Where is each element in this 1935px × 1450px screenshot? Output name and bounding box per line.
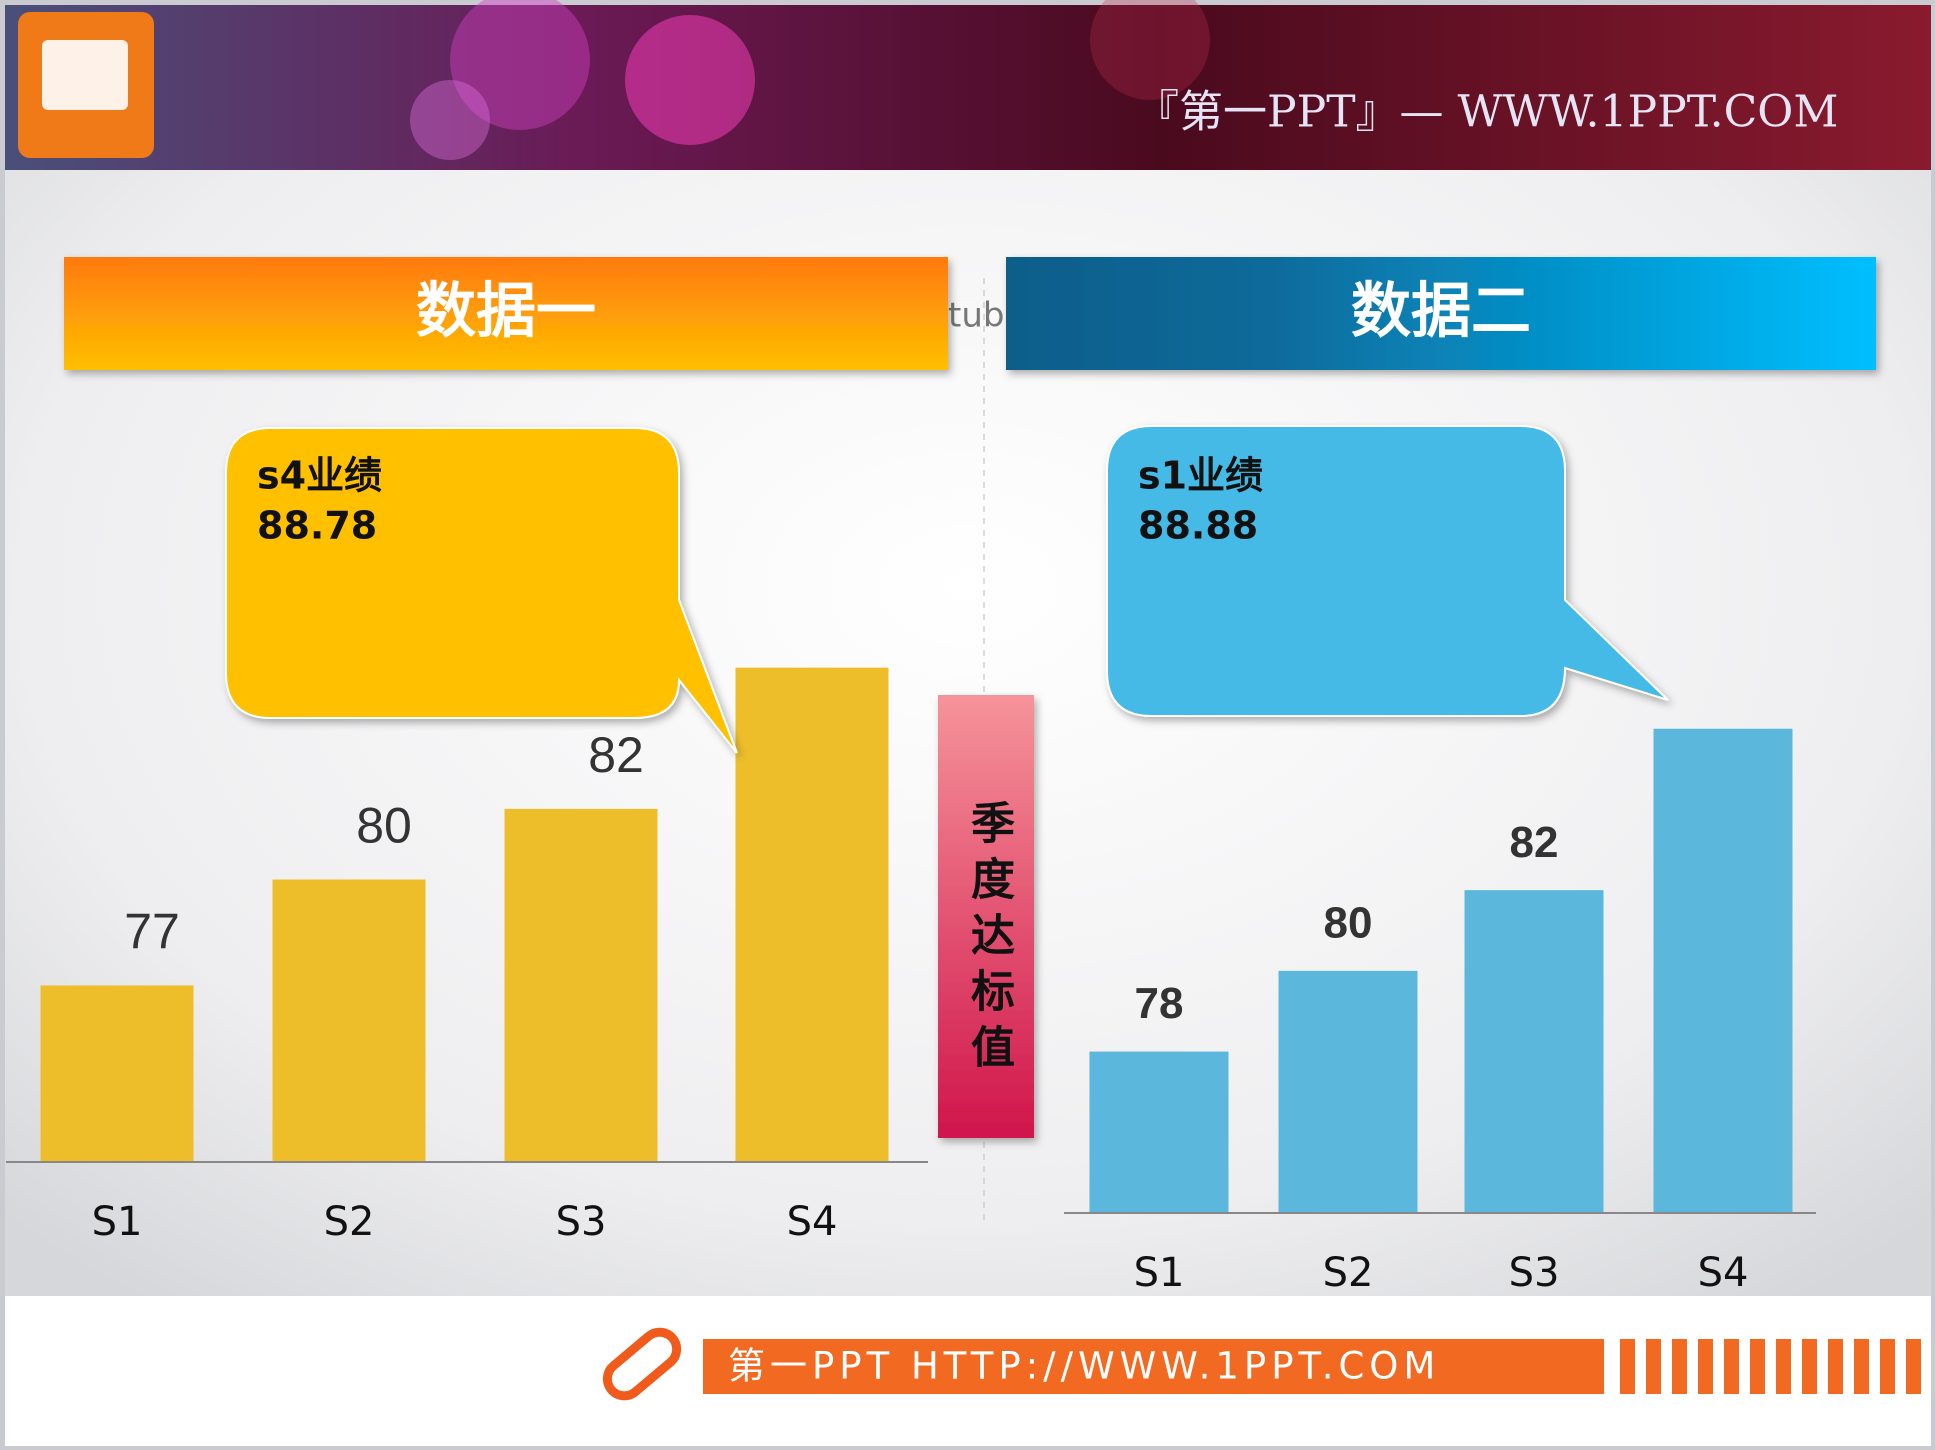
stub-text: tub bbox=[948, 296, 1004, 336]
value-label: 77 bbox=[124, 904, 180, 960]
stripe bbox=[1724, 1339, 1739, 1394]
pencil-icon bbox=[602, 1327, 682, 1401]
stripe bbox=[1828, 1339, 1843, 1394]
x-tick-label: S3 bbox=[556, 1199, 607, 1245]
footer-text: 第一PPT HTTP://WWW.1PPT.COM bbox=[728, 1345, 1440, 1388]
stripe bbox=[1802, 1339, 1817, 1394]
x-tick-label: S2 bbox=[1323, 1250, 1374, 1296]
bokeh bbox=[410, 80, 490, 160]
header-band bbox=[5, 5, 1931, 170]
footer-stripes bbox=[1620, 1339, 1921, 1394]
chart-title: 数据二 bbox=[1351, 277, 1531, 347]
side-label: 季度达标值 bbox=[963, 800, 1015, 1080]
callout-text: s1业绩 bbox=[1138, 454, 1263, 498]
side-box bbox=[938, 695, 1034, 1138]
stripe bbox=[1646, 1339, 1661, 1394]
bar bbox=[504, 808, 658, 1162]
value-label: 78 bbox=[1135, 979, 1184, 1028]
chart-header bbox=[64, 257, 948, 370]
x-tick-label: S1 bbox=[92, 1199, 143, 1245]
x-tick-label: S4 bbox=[787, 1199, 838, 1245]
x-tick-label: S1 bbox=[1134, 1250, 1185, 1296]
x-tick-label: S4 bbox=[1698, 1250, 1749, 1296]
bokeh bbox=[625, 15, 755, 145]
value-label: 80 bbox=[356, 798, 412, 854]
bar bbox=[1653, 728, 1793, 1213]
chart-header bbox=[1006, 257, 1876, 370]
value-label: 80 bbox=[1324, 898, 1373, 947]
x-tick-label: S3 bbox=[1509, 1250, 1560, 1296]
callout-text: 88.88 bbox=[1138, 504, 1258, 548]
bar bbox=[1464, 890, 1604, 1213]
x-tick-label: S2 bbox=[324, 1199, 375, 1245]
bar bbox=[735, 667, 889, 1162]
callout-text: s4业绩 bbox=[257, 454, 382, 498]
value-label: 82 bbox=[588, 727, 644, 783]
footer-bar bbox=[703, 1339, 1604, 1394]
stripe bbox=[1750, 1339, 1765, 1394]
stripe bbox=[1776, 1339, 1791, 1394]
chart-title: 数据一 bbox=[416, 277, 596, 347]
bokeh bbox=[1090, 0, 1210, 100]
callout bbox=[225, 427, 738, 754]
value-label: 82 bbox=[1510, 818, 1559, 867]
header-title: 『第一PPT』— WWW.1PPT.COM bbox=[1135, 87, 1838, 138]
bar bbox=[40, 985, 194, 1162]
callout bbox=[1106, 425, 1669, 717]
bar bbox=[1089, 1051, 1229, 1213]
stripe bbox=[1620, 1339, 1635, 1394]
bokeh bbox=[450, 0, 590, 130]
bar bbox=[1278, 970, 1418, 1213]
bar bbox=[272, 879, 426, 1162]
stripe bbox=[1880, 1339, 1895, 1394]
stripe bbox=[1854, 1339, 1869, 1394]
logo-icon bbox=[42, 40, 128, 110]
stripe bbox=[1698, 1339, 1713, 1394]
stripe bbox=[1672, 1339, 1687, 1394]
stripe bbox=[1906, 1339, 1921, 1394]
callout-text: 88.78 bbox=[257, 504, 377, 548]
